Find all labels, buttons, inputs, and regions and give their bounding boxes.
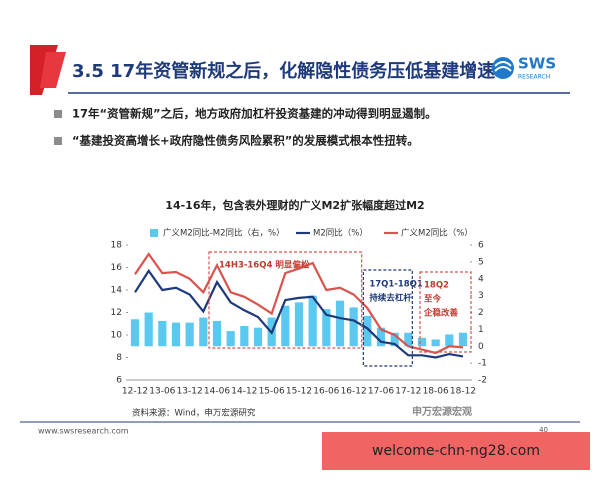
annotation-text: 14H3-16Q4 明显偏松 bbox=[219, 260, 310, 271]
annotation-text: 17Q1-18Q1 bbox=[369, 280, 423, 290]
bar bbox=[458, 332, 468, 347]
x-tick-label: 15-06 bbox=[259, 387, 285, 397]
line bbox=[134, 252, 464, 355]
y-tick-label: 14 bbox=[111, 286, 123, 296]
bullet-marker bbox=[54, 137, 62, 145]
x-tick-label: 18-06 bbox=[423, 387, 449, 397]
bar bbox=[308, 295, 317, 347]
legend-swatch bbox=[150, 229, 158, 237]
x-tick-label: 14-12 bbox=[231, 387, 257, 397]
x-tick-label: 15-12 bbox=[286, 387, 312, 397]
bar bbox=[185, 322, 194, 347]
y-tick-label: 10 bbox=[111, 331, 123, 341]
logo-text: SWS bbox=[518, 55, 556, 73]
x-tick-label: 17-06 bbox=[368, 387, 394, 397]
bullet-text: 17年“资管新规”之后，地方政府加杠杆投资基建的冲动得到明显遏制。 bbox=[72, 107, 437, 121]
bullet-marker bbox=[54, 110, 62, 118]
bar bbox=[417, 337, 427, 347]
x-tick-label: 18-12 bbox=[450, 387, 476, 397]
slide-title: 3.5 17年资管新规之后，化解隐性债务压低基建增速 bbox=[72, 60, 495, 82]
y2-tick-label: 6 bbox=[478, 241, 484, 251]
bullet-text: “基建投资高增长+政府隐性债务风险累积”的发展模式根本性扭转。 bbox=[72, 134, 419, 148]
y-tick-label: 16 bbox=[111, 263, 123, 273]
bar bbox=[445, 334, 454, 347]
bar bbox=[171, 322, 181, 347]
logo-icon bbox=[494, 61, 512, 72]
watermark-box bbox=[322, 432, 590, 470]
y-tick-label: 18 bbox=[111, 241, 123, 251]
y-tick-label: 6 bbox=[116, 376, 122, 386]
y2-tick-label: 5 bbox=[478, 257, 484, 267]
annotation-text: 至今 bbox=[424, 294, 442, 305]
legend-label: 广义M2同比-M2同比（右，%） bbox=[163, 228, 285, 239]
header-mark bbox=[40, 52, 66, 88]
source-note: 资料来源：Wind，申万宏源研究 bbox=[132, 408, 256, 419]
bar bbox=[281, 305, 290, 347]
y2-tick-label: -1 bbox=[478, 359, 487, 369]
x-tick-label: 13-12 bbox=[177, 387, 203, 397]
bar bbox=[335, 300, 345, 347]
bar bbox=[253, 327, 263, 347]
x-tick-label: 13-06 bbox=[149, 387, 175, 397]
bar bbox=[240, 326, 249, 347]
bar bbox=[158, 320, 167, 347]
bar bbox=[363, 315, 372, 347]
bar bbox=[376, 327, 386, 347]
y-tick-label: 12 bbox=[111, 308, 122, 318]
y2-tick-label: 4 bbox=[478, 274, 484, 284]
x-tick-label: 16-12 bbox=[341, 387, 367, 397]
annotation-text: 持续去杠杆 bbox=[369, 293, 412, 304]
bar bbox=[130, 319, 140, 347]
x-tick-label: 12-12 bbox=[122, 387, 148, 397]
y2-tick-label: 3 bbox=[478, 291, 484, 301]
page-number: 40 bbox=[539, 426, 548, 434]
bar bbox=[212, 320, 222, 347]
y2-tick-label: 0 bbox=[478, 342, 484, 352]
bar bbox=[199, 317, 208, 347]
brand-watermark: 申万宏源宏观 bbox=[412, 405, 472, 418]
line bbox=[134, 268, 464, 359]
annotation-text: 18Q2 bbox=[424, 281, 449, 291]
annotation-text: 企稳改善 bbox=[423, 308, 459, 319]
bar bbox=[322, 309, 331, 347]
y2-tick-label: 1 bbox=[478, 325, 484, 335]
x-tick-label: 14-06 bbox=[204, 387, 230, 397]
bar bbox=[349, 307, 358, 347]
bar bbox=[294, 302, 304, 347]
legend-label: 广义M2同比（%） bbox=[401, 228, 473, 239]
bar bbox=[226, 331, 235, 347]
bar bbox=[390, 332, 399, 347]
y2-tick-label: 2 bbox=[478, 308, 484, 318]
annotation-box bbox=[419, 271, 472, 353]
bar bbox=[144, 312, 153, 347]
x-tick-label: 17-12 bbox=[395, 387, 421, 397]
watermark-text: welcome-chn-ng28.com bbox=[372, 443, 540, 459]
bar bbox=[404, 332, 413, 347]
y2-tick-label: -2 bbox=[478, 376, 487, 386]
chart-title: 14-16年，包含表外理财的广义M2扩张幅度超过M2 bbox=[165, 198, 424, 212]
y-tick-label: 8 bbox=[116, 353, 122, 363]
annotation-box bbox=[208, 251, 363, 349]
footer-url: www.swsresearch.com bbox=[38, 427, 129, 436]
bar bbox=[431, 339, 440, 347]
legend-label: M2同比（%） bbox=[313, 228, 368, 239]
logo-subtext: RESEARCH bbox=[518, 74, 550, 81]
x-tick-label: 16-06 bbox=[313, 387, 339, 397]
annotation-box bbox=[362, 269, 413, 367]
